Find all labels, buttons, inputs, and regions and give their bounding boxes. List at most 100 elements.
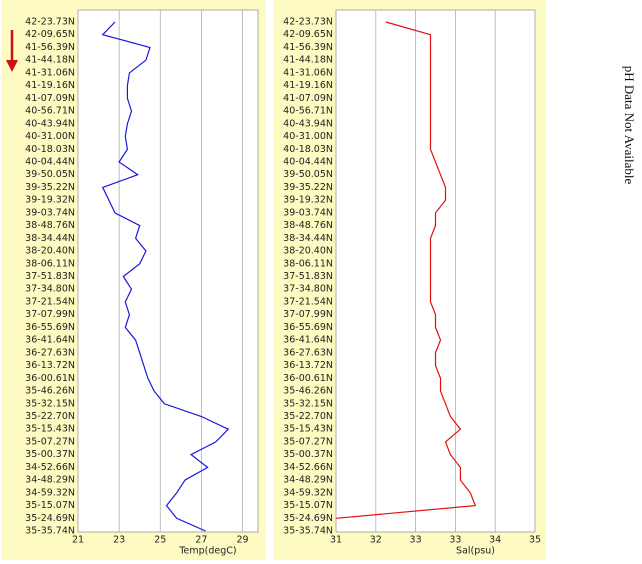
x-tick-label: 33 xyxy=(449,535,461,546)
y-tick-label: 35-32.15N xyxy=(25,398,75,409)
y-tick-label: 42-09.65N xyxy=(283,29,333,40)
y-tick-label: 40-04.44N xyxy=(283,156,333,167)
data-line xyxy=(101,21,230,532)
y-tick-label: 41-07.09N xyxy=(25,93,75,104)
y-tick-label: 35-15.07N xyxy=(25,500,75,511)
y-tick-label: 41-44.18N xyxy=(283,55,333,66)
y-tick-label: 37-21.54N xyxy=(25,296,75,307)
y-tick-label: 37-51.83N xyxy=(283,271,333,282)
arrow-head xyxy=(6,60,18,72)
x-tick-label: 32 xyxy=(370,535,382,546)
y-tick-label: 41-31.06N xyxy=(25,67,75,78)
y-tick-label: 36-41.64N xyxy=(25,335,75,346)
x-tick-label: 27 xyxy=(195,535,207,546)
plot-area xyxy=(335,9,536,533)
y-tick-label: 40-56.71N xyxy=(283,106,333,117)
y-tick-label: 36-00.61N xyxy=(283,373,333,384)
y-tick-label: 35-07.27N xyxy=(283,436,333,447)
y-tick-label: 36-55.69N xyxy=(283,322,333,333)
y-tick-label: 42-23.73N xyxy=(283,17,333,28)
y-tick-label: 36-13.72N xyxy=(25,360,75,371)
y-tick-label: 35-35.74N xyxy=(283,526,333,537)
y-tick-label: 36-27.63N xyxy=(283,347,333,358)
y-tick-label: 36-27.63N xyxy=(25,347,75,358)
y-tick-label: 39-50.05N xyxy=(25,169,75,180)
y-tick-label: 40-31.00N xyxy=(283,131,333,142)
x-tick-label: 33 xyxy=(410,535,422,546)
y-tick-label: 39-19.32N xyxy=(25,195,75,206)
y-tick-label: 42-09.65N xyxy=(25,29,75,40)
y-tick-label: 34-48.29N xyxy=(283,475,333,486)
y-tick-label: 35-00.37N xyxy=(283,449,333,460)
y-tick-label: 37-21.54N xyxy=(283,296,333,307)
y-tick-label: 37-07.99N xyxy=(25,309,75,320)
y-tick-label: 38-48.76N xyxy=(283,220,333,231)
y-tick-label: 41-56.39N xyxy=(25,42,75,53)
x-tick-label: 35 xyxy=(529,535,541,546)
y-tick-label: 38-48.76N xyxy=(25,220,75,231)
y-tick-label: 40-31.00N xyxy=(25,131,75,142)
y-tick-label: 37-34.80N xyxy=(283,284,333,295)
y-tick-label: 35-22.70N xyxy=(25,411,75,422)
y-tick-label: 41-31.06N xyxy=(283,67,333,78)
y-tick-label: 40-43.94N xyxy=(283,118,333,129)
y-tick-label: 34-48.29N xyxy=(25,475,75,486)
y-tick-label: 37-51.83N xyxy=(25,271,75,282)
y-tick-label: 40-56.71N xyxy=(25,106,75,117)
y-tick-label: 34-52.66N xyxy=(25,462,75,473)
x-tick-label: 31 xyxy=(330,535,342,546)
y-tick-label: 39-03.74N xyxy=(25,207,75,218)
x-tick-label: 29 xyxy=(237,535,249,546)
y-tick-label: 38-34.44N xyxy=(283,233,333,244)
y-tick-label: 38-06.11N xyxy=(283,258,333,269)
y-tick-label: 34-52.66N xyxy=(283,462,333,473)
y-tick-label: 38-20.40N xyxy=(283,246,333,257)
y-tick-label: 35-32.15N xyxy=(283,398,333,409)
y-tick-label: 38-34.44N xyxy=(25,233,75,244)
y-tick-label: 40-04.44N xyxy=(25,156,75,167)
y-tick-label: 37-34.80N xyxy=(25,284,75,295)
y-tick-label: 35-24.69N xyxy=(25,513,75,524)
x-tick-label: 21 xyxy=(72,535,84,546)
y-tick-label: 35-46.26N xyxy=(283,386,333,397)
y-tick-label: 40-43.94N xyxy=(25,118,75,129)
y-tick-label: 41-56.39N xyxy=(283,42,333,53)
y-tick-label: 35-22.70N xyxy=(283,411,333,422)
data-line xyxy=(335,21,477,519)
side-note: pH Data Not Available xyxy=(622,66,637,185)
y-tick-label: 37-07.99N xyxy=(283,309,333,320)
x-tick-label: 23 xyxy=(113,535,125,546)
y-tick-label: 39-19.32N xyxy=(283,195,333,206)
y-tick-label: 35-00.37N xyxy=(25,449,75,460)
y-tick-label: 41-07.09N xyxy=(283,93,333,104)
y-tick-label: 35-24.69N xyxy=(283,513,333,524)
y-tick-label: 35-46.26N xyxy=(25,386,75,397)
y-tick-label: 36-13.72N xyxy=(283,360,333,371)
y-tick-label: 42-23.73N xyxy=(25,17,75,28)
y-tick-label: 34-59.32N xyxy=(283,487,333,498)
y-tick-label: 41-19.16N xyxy=(283,80,333,91)
y-tick-label: 41-19.16N xyxy=(25,80,75,91)
plot-area xyxy=(77,9,259,533)
y-tick-label: 36-55.69N xyxy=(25,322,75,333)
x-axis-title: Temp(degC) xyxy=(178,546,236,557)
x-axis-title: Sal(psu) xyxy=(456,546,495,557)
y-tick-label: 40-18.03N xyxy=(283,144,333,155)
y-tick-label: 36-00.61N xyxy=(25,373,75,384)
y-tick-label: 36-41.64N xyxy=(283,335,333,346)
y-tick-label: 39-35.22N xyxy=(283,182,333,193)
y-tick-label: 38-06.11N xyxy=(25,258,75,269)
y-tick-label: 35-15.43N xyxy=(25,424,75,435)
y-tick-label: 35-15.43N xyxy=(283,424,333,435)
y-tick-label: 39-35.22N xyxy=(25,182,75,193)
y-tick-label: 35-07.27N xyxy=(25,436,75,447)
y-tick-label: 35-15.07N xyxy=(283,500,333,511)
y-tick-label: 38-20.40N xyxy=(25,246,75,257)
y-tick-label: 39-50.05N xyxy=(283,169,333,180)
x-tick-label: 34 xyxy=(489,535,501,546)
y-tick-label: 39-03.74N xyxy=(283,207,333,218)
y-tick-label: 41-44.18N xyxy=(25,55,75,66)
y-tick-label: 40-18.03N xyxy=(25,144,75,155)
